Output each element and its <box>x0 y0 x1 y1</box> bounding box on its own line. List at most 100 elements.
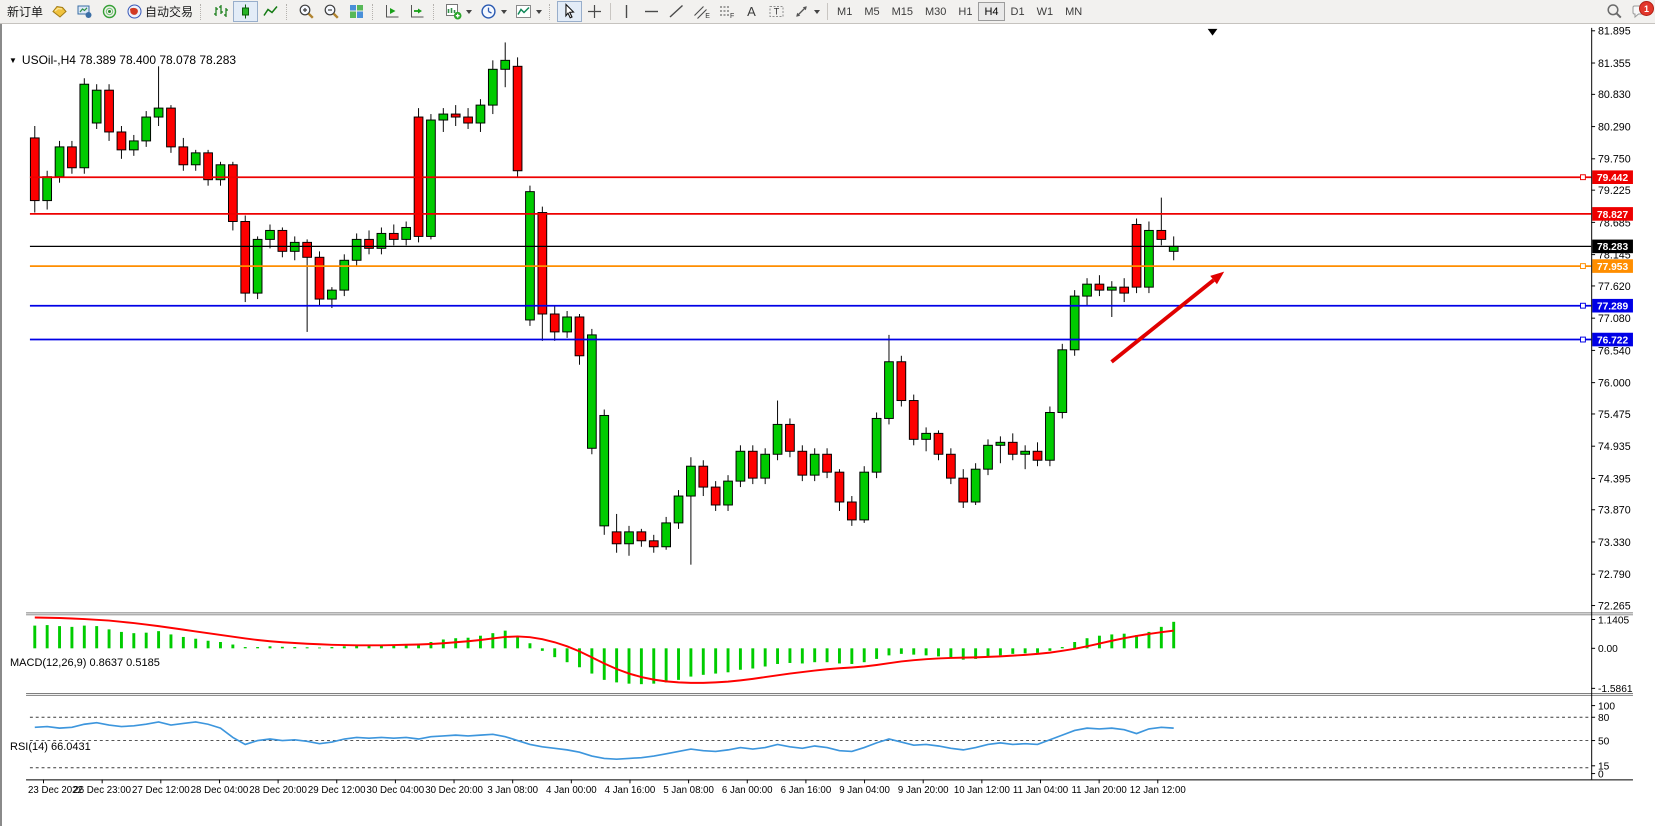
horizontal-line-icon <box>645 10 659 13</box>
timeframe-M1[interactable]: M1 <box>837 5 853 18</box>
timeframe-W1[interactable]: W1 <box>1036 5 1054 18</box>
search-icon <box>1607 4 1622 19</box>
annotation-arrow-head <box>1210 271 1225 285</box>
chart-shift-button[interactable] <box>405 1 430 22</box>
cursor-arrow-icon <box>565 3 575 19</box>
svg-text:15: 15 <box>1598 762 1610 773</box>
price-tick-label: 80.830 <box>1598 89 1631 101</box>
svg-text:78.283: 78.283 <box>1597 242 1628 253</box>
candlestick-series <box>29 42 1179 565</box>
zoom-in-button[interactable] <box>294 1 319 22</box>
price-tick-label: 81.895 <box>1598 26 1631 38</box>
arrows-dropdown-button[interactable] <box>789 1 824 22</box>
line-chart-button[interactable] <box>258 1 283 22</box>
svg-text:1.1405: 1.1405 <box>1598 615 1629 626</box>
auto-trading-button[interactable]: 自动交易 <box>122 1 197 22</box>
timeframe-M15[interactable]: M15 <box>891 5 913 18</box>
trendline-button[interactable] <box>664 1 689 22</box>
virtual-hosting-button[interactable] <box>72 1 97 22</box>
text-button[interactable]: A <box>739 1 764 22</box>
line-handle[interactable] <box>1580 302 1586 309</box>
rsi-pane <box>29 705 1596 775</box>
auto-scroll-button[interactable] <box>380 1 405 22</box>
timeframe-D1[interactable]: D1 <box>1010 5 1025 18</box>
chart-canvas[interactable]: 81.89581.35580.83080.29079.75079.22578.6… <box>2 24 1655 826</box>
zoom-in-icon <box>299 4 314 19</box>
new-order-button[interactable]: 新订单 <box>3 1 47 22</box>
chevron-down-icon <box>814 9 821 14</box>
annotation-arrow[interactable] <box>1110 278 1215 364</box>
timeframe-M30[interactable]: M30 <box>925 5 947 18</box>
crosshair-button[interactable] <box>582 1 607 22</box>
auto-scroll-icon <box>386 5 399 18</box>
svg-text:F: F <box>730 13 734 20</box>
time-tick-label: 4 Jan 16:00 <box>605 785 656 796</box>
ohlc-bars-icon <box>214 5 229 17</box>
price-tick-label: 76.000 <box>1598 378 1631 390</box>
vertical-line-button[interactable] <box>614 1 639 22</box>
equidistant-channel-button[interactable]: E <box>689 1 714 22</box>
price-label-box <box>1592 332 1633 347</box>
time-tick-label: 27 Dec 12:00 <box>132 785 190 796</box>
line-handle[interactable] <box>1580 263 1586 269</box>
svg-text:50: 50 <box>1598 736 1610 747</box>
svg-text:0: 0 <box>1598 769 1604 780</box>
notifications-button[interactable]: 1 <box>1627 1 1654 22</box>
tile-windows-button[interactable] <box>344 1 369 22</box>
clock-icon <box>481 4 496 19</box>
new-order-label: 新订单 <box>7 5 44 19</box>
svg-text:76.722: 76.722 <box>1597 335 1628 346</box>
price-tick-label: 77.080 <box>1598 313 1631 325</box>
svg-text:T: T <box>774 7 780 17</box>
line-handle[interactable] <box>1580 336 1586 343</box>
time-axis <box>43 779 1159 784</box>
price-label-box <box>1592 207 1633 221</box>
macd-pane <box>33 616 1596 689</box>
timeframe-MN[interactable]: MN <box>1065 5 1083 18</box>
time-tick-label: 29 Dec 12:00 <box>308 785 366 796</box>
price-tick-label: 75.475 <box>1598 409 1631 421</box>
price-tick-label: 76.540 <box>1598 345 1631 357</box>
time-tick-label: 26 Dec 23:00 <box>73 785 131 796</box>
candlestick-chart-button[interactable] <box>233 1 259 22</box>
main-toolbar: 新订单 自动交易 <box>0 0 1655 24</box>
horizontal-line-button[interactable] <box>639 1 664 22</box>
cursor-button[interactable] <box>557 1 583 22</box>
candlestick-icon <box>242 4 250 19</box>
signal-waves-icon <box>102 4 117 19</box>
market-button[interactable] <box>47 1 72 22</box>
globe-icon <box>127 4 142 19</box>
line-handle[interactable] <box>1580 174 1586 181</box>
timeframe-H4[interactable]: H4 <box>978 2 1005 21</box>
price-tick-label: 80.290 <box>1598 121 1631 133</box>
toolbar-grip <box>433 3 438 20</box>
time-tick-label: 30 Dec 04:00 <box>367 785 425 796</box>
signals-button[interactable] <box>97 1 122 22</box>
chart-shift-marker[interactable] <box>1207 28 1218 36</box>
price-tick-label: 77.620 <box>1598 281 1631 293</box>
timeframe-H1[interactable]: H1 <box>958 5 973 18</box>
time-tick-label: 11 Jan 04:00 <box>1013 785 1069 796</box>
price-label-box <box>1592 170 1633 184</box>
rsi-line <box>34 721 1174 761</box>
new-chart-button[interactable] <box>441 1 476 22</box>
bar-chart-button[interactable] <box>208 1 233 22</box>
search-button[interactable] <box>1602 1 1627 22</box>
line-chart-icon <box>263 6 278 16</box>
text-label-button[interactable]: T <box>764 1 789 22</box>
symbol-dropdown-icon[interactable]: ▼ <box>9 55 17 65</box>
timeframe-group: M1 M5 M15 M30 H1 H4 D1 W1 MN <box>831 2 1088 21</box>
fibonacci-button[interactable]: F <box>714 1 739 22</box>
zoom-out-button[interactable] <box>319 1 344 22</box>
time-tick-label: 23 Dec 2022 <box>28 785 83 796</box>
timeframe-M5[interactable]: M5 <box>864 5 880 18</box>
text-a-icon: A <box>747 4 756 19</box>
channel-icon: E <box>694 6 710 20</box>
indicators-button[interactable] <box>511 1 546 22</box>
toolbar-grip <box>286 3 291 20</box>
new-chart-icon <box>446 4 462 20</box>
period-dropdown-button[interactable] <box>476 1 511 22</box>
time-tick-label: 5 Jan 08:00 <box>663 785 714 796</box>
time-tick-label: 9 Jan 20:00 <box>898 785 949 796</box>
price-tick-label: 79.750 <box>1598 154 1631 166</box>
